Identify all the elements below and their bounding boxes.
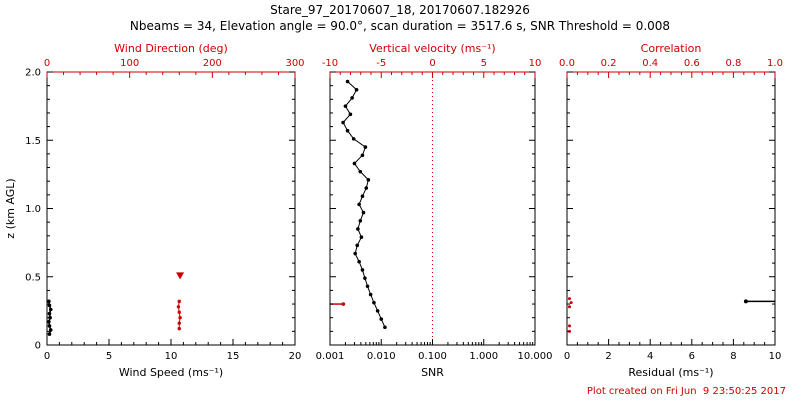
svg-text:0.100: 0.100: [418, 351, 447, 362]
svg-text:4: 4: [647, 351, 653, 362]
svg-text:15: 15: [227, 351, 240, 362]
svg-text:0.8: 0.8: [725, 58, 741, 69]
series-residual: [743, 299, 775, 304]
axis-labels-snr-panel: SNR Vertical velocity (ms⁻¹): [369, 42, 495, 379]
plot-created-note: Plot created on Fri Jun 9 23:50:25 2017: [586, 386, 786, 397]
panel-snr-panel: 0.001 0.010 0.100 1.000 10.000 -10 -5 0 5 10 SNR Ve…: [316, 42, 553, 379]
svg-text:0.010: 0.010: [367, 351, 396, 362]
svg-text:0.2: 0.2: [601, 58, 617, 69]
svg-text:1.0: 1.0: [767, 58, 783, 69]
svg-text:z (km AGL): z (km AGL): [4, 178, 17, 238]
axis-ticks-residual-panel: 0 2 4 6 8 10 0.0 0.2 0.4 0.6 0.8 1.0: [559, 58, 783, 362]
plot-title: Stare_97_20170607_18, 20170607.182926: [270, 3, 530, 17]
plot-subtitle: Nbeams = 34, Elevation angle = 90.0°, sc…: [129, 19, 671, 33]
panel-frame: [566, 71, 776, 346]
svg-text:2.0: 2.0: [25, 68, 41, 79]
svg-text:Correlation: Correlation: [641, 42, 702, 55]
svg-text:0: 0: [35, 341, 41, 352]
svg-text:5: 5: [106, 351, 112, 362]
series-correlation: [567, 297, 573, 333]
axis-ticks-snr-panel: 0.001 0.010 0.100 1.000 10.000 -10 -5 0 5 10: [316, 58, 553, 362]
svg-text:1.5: 1.5: [25, 136, 41, 147]
svg-text:1.0: 1.0: [25, 204, 41, 215]
panel-residual-panel: 0 2 4 6 8 10 0.0 0.2 0.4 0.6 0.8 1.0 Residual (ms⁻¹)…: [559, 42, 783, 379]
svg-text:Residual (ms⁻¹): Residual (ms⁻¹): [628, 366, 713, 379]
series-wind-direction-upper: [176, 272, 185, 280]
svg-text:-5: -5: [376, 58, 386, 69]
svg-text:0.5: 0.5: [25, 272, 41, 283]
svg-text:10: 10: [165, 351, 178, 362]
svg-text:10.000: 10.000: [518, 351, 553, 362]
svg-text:0: 0: [429, 58, 435, 69]
svg-text:10: 10: [769, 351, 782, 362]
axis-labels-residual-panel: Residual (ms⁻¹) Correlation: [628, 42, 713, 379]
svg-text:-10: -10: [322, 58, 338, 69]
svg-text:Wind Direction (deg): Wind Direction (deg): [114, 42, 228, 55]
svg-text:5: 5: [481, 58, 487, 69]
svg-text:0: 0: [44, 351, 50, 362]
axis-labels-wind-panel: Wind Speed (ms⁻¹) Wind Direction (deg) z (…: [4, 42, 228, 379]
svg-text:100: 100: [120, 58, 139, 69]
svg-text:0: 0: [44, 58, 50, 69]
series-snr-profile: [341, 79, 387, 330]
svg-text:1.000: 1.000: [469, 351, 498, 362]
svg-text:2: 2: [605, 351, 611, 362]
svg-text:SNR: SNR: [421, 366, 444, 379]
svg-text:300: 300: [285, 58, 304, 69]
svg-text:0.001: 0.001: [316, 351, 345, 362]
svg-text:10: 10: [529, 58, 542, 69]
svg-text:20: 20: [289, 351, 302, 362]
svg-text:200: 200: [203, 58, 222, 69]
svg-text:Vertical velocity (ms⁻¹): Vertical velocity (ms⁻¹): [369, 42, 495, 55]
svg-text:0.4: 0.4: [642, 58, 658, 69]
series-wind-speed: [47, 299, 53, 336]
series-wind-direction: [176, 299, 182, 331]
svg-text:0.0: 0.0: [559, 58, 575, 69]
svg-text:0: 0: [564, 351, 570, 362]
svg-text:Wind Speed (ms⁻¹): Wind Speed (ms⁻¹): [119, 366, 223, 379]
svg-text:8: 8: [730, 351, 736, 362]
svg-text:0.6: 0.6: [684, 58, 700, 69]
panel-frame: [46, 71, 296, 346]
svg-text:6: 6: [689, 351, 695, 362]
